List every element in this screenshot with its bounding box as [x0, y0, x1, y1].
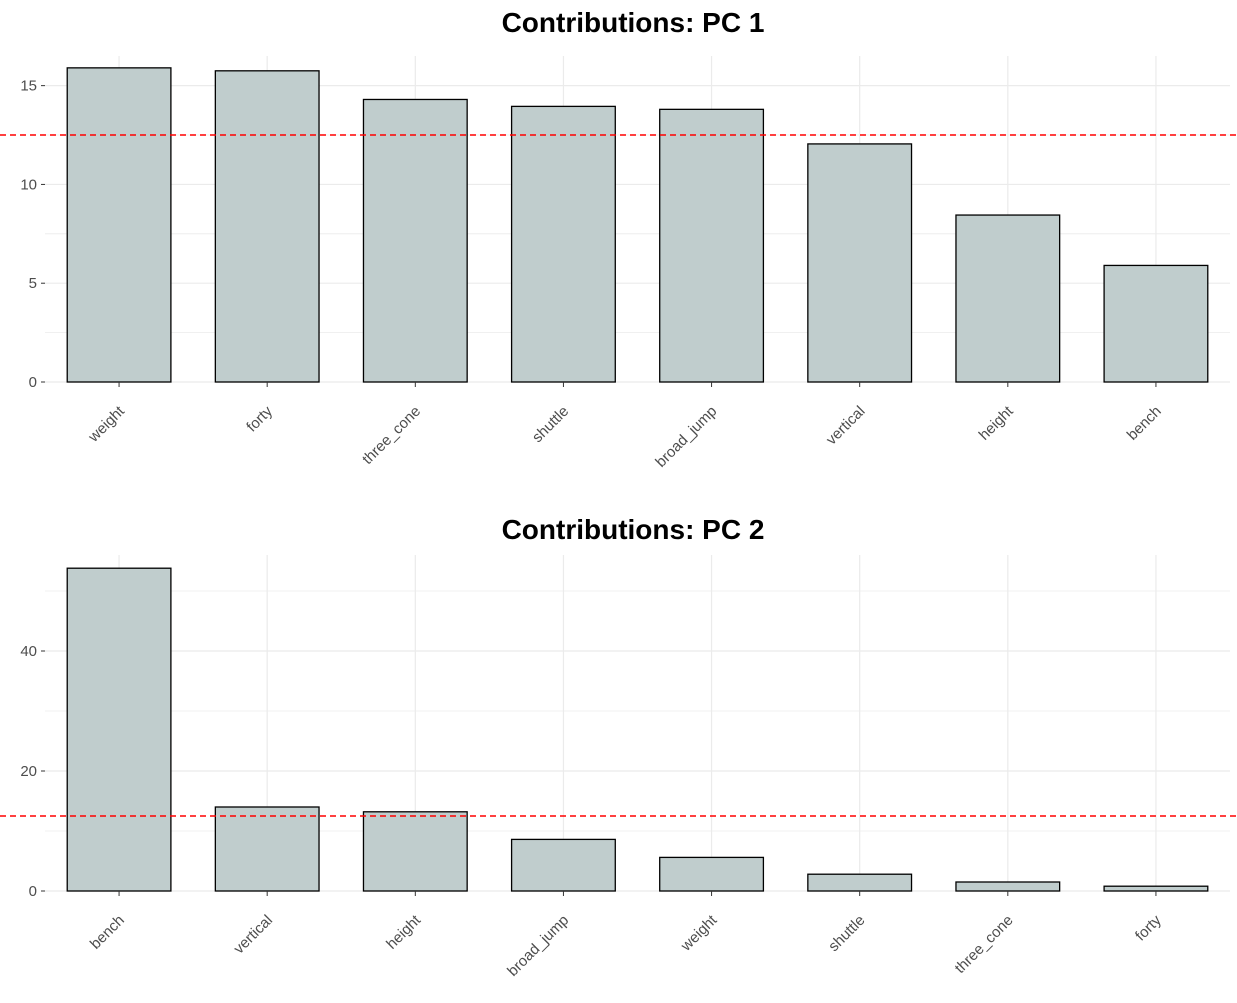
bar-bench [66, 567, 172, 892]
y-tick-label: 10 [20, 176, 37, 193]
x-tick-label: weight [85, 402, 129, 446]
bar-vertical [807, 143, 913, 383]
x-tick-label: vertical [230, 912, 276, 958]
y-tick-label: 0 [29, 883, 37, 900]
bar-shuttle [807, 873, 913, 892]
x-tick-label: height [383, 911, 425, 953]
x-tick-label: broad_jump [652, 403, 720, 471]
x-tick-label: shuttle [825, 912, 868, 955]
x-tick-label: vertical [823, 403, 869, 449]
x-tick-label: forty [243, 402, 276, 435]
bar-height [362, 811, 468, 892]
bar-weight [659, 856, 765, 892]
bar-chart-pc2: Contributions: PC 2 0 20 40 bench vertical hei… [0, 514, 1237, 980]
x-tick-label: three_cone [359, 403, 424, 468]
bar-broad_jump [659, 108, 765, 383]
x-tick-label: height [976, 402, 1018, 444]
bar-height [955, 214, 1061, 383]
y-tick-label: 40 [20, 643, 37, 660]
bar-forty [1103, 885, 1209, 892]
y-tick-label: 15 [20, 78, 37, 95]
bar-shuttle [510, 105, 616, 383]
x-tick-label: weight [677, 911, 721, 955]
chart-title: Contributions: PC 1 [502, 7, 765, 38]
x-tick-label: bench [87, 912, 128, 953]
y-tick-label: 0 [29, 374, 37, 391]
y-tick-label: 5 [29, 275, 37, 292]
chart-panel-pc1: Contributions: PC 1 0 5 10 15 weight forty thre… [0, 0, 1237, 500]
x-tick-label: broad_jump [504, 912, 572, 980]
y-tick-label: 20 [20, 763, 37, 780]
bar-three_cone [955, 881, 1061, 892]
x-tick-label: shuttle [529, 403, 572, 446]
x-tick-label: three_cone [952, 912, 1017, 977]
bar-bench [1103, 264, 1209, 383]
chart-panel-pc2: Contributions: PC 2 0 20 40 bench vertical hei… [0, 505, 1237, 1003]
x-tick-label: bench [1124, 403, 1165, 444]
bar-three_cone [362, 98, 468, 383]
bar-chart-pc1: Contributions: PC 1 0 5 10 15 weight forty thre… [0, 7, 1237, 471]
bar-broad_jump [510, 838, 616, 892]
x-tick-label: forty [1132, 911, 1165, 944]
bar-forty [214, 70, 320, 383]
chart-title: Contributions: PC 2 [502, 514, 765, 545]
bar-weight [66, 67, 172, 383]
bar-vertical [214, 806, 320, 892]
